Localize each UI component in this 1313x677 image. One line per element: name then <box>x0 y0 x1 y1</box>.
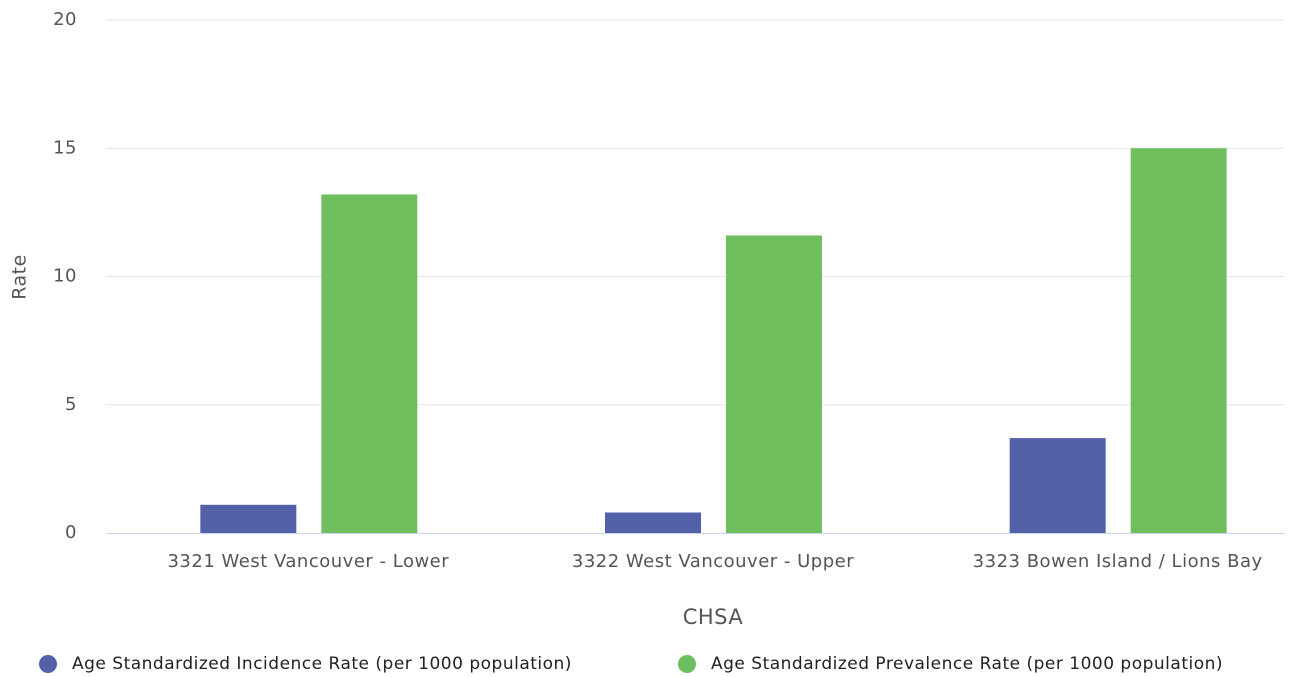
legend-symbol <box>39 655 57 673</box>
x-tick-label: 3321 West Vancouver - Lower <box>167 551 449 572</box>
y-tick-label: 20 <box>53 9 77 30</box>
y-tick-label: 15 <box>53 137 77 158</box>
bar <box>1130 148 1227 533</box>
bar <box>726 235 822 533</box>
x-tick-label: 3323 Bowen Island / Lions Bay <box>973 551 1263 572</box>
legend-label: Age Standardized Prevalence Rate (per 10… <box>711 654 1223 674</box>
x-tick-label: 3322 West Vancouver - Upper <box>572 551 854 572</box>
legend-label: Age Standardized Incidence Rate (per 100… <box>72 654 572 674</box>
x-axis-label: CHSA <box>683 605 744 629</box>
y-tick-label: 5 <box>65 394 77 415</box>
bar <box>321 194 418 534</box>
y-axis-label: Rate <box>9 254 31 300</box>
y-tick-label: 10 <box>53 266 77 287</box>
bar <box>200 504 297 533</box>
bar <box>1009 438 1106 533</box>
legend-symbol <box>678 655 696 673</box>
y-tick-label: 0 <box>65 522 77 543</box>
bar <box>605 512 701 533</box>
